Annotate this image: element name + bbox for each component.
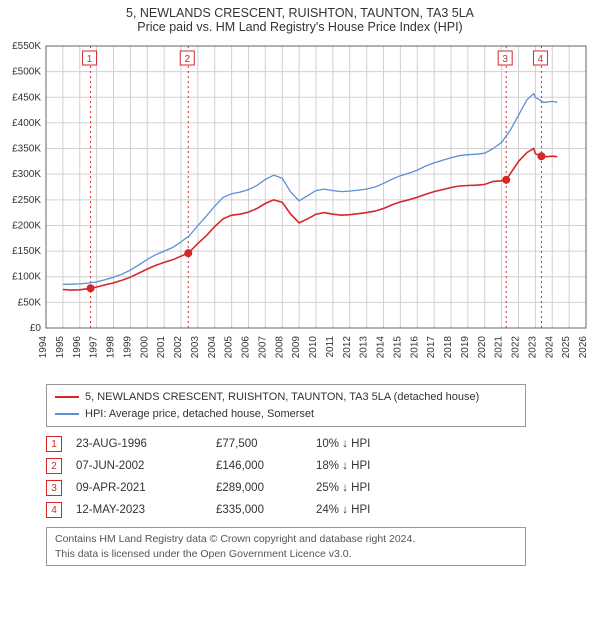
x-tick-label: 2015 <box>392 336 403 359</box>
chart-svg: £0 £50K £100K £150K £200K £250K £300K £350K £400… <box>0 38 600 378</box>
legend-row: HPI: Average price, detached house, Some… <box>55 406 517 423</box>
y-tick-label: £50K <box>18 297 42 308</box>
x-tick-label: 2016 <box>409 336 420 359</box>
event-price: £289,000 <box>216 482 316 494</box>
x-tick-label: 2011 <box>325 336 336 358</box>
event-price: £146,000 <box>216 460 316 472</box>
x-tick-label: 2021 <box>494 336 505 359</box>
x-tick-label: 2003 <box>190 336 201 359</box>
x-tick-label: 1999 <box>122 336 133 359</box>
x-tick-label: 2010 <box>308 336 319 359</box>
page-container: 5, NEWLANDS CRESCENT, RUISHTON, TAUNTON,… <box>0 0 600 566</box>
title-line-2: Price paid vs. HM Land Registry's House … <box>8 20 592 34</box>
x-tick-label: 2007 <box>257 336 268 359</box>
footer-box: Contains HM Land Registry data © Crown c… <box>46 527 526 566</box>
x-tick-label: 1998 <box>106 336 117 359</box>
x-tick-label: 2006 <box>241 336 252 359</box>
x-tick-label: 2022 <box>511 336 522 359</box>
y-tick-label: £450K <box>12 92 41 103</box>
legend-label: 5, NEWLANDS CRESCENT, RUISHTON, TAUNTON,… <box>85 389 479 406</box>
x-tick-label: 1996 <box>72 336 83 359</box>
x-tick-label: 1994 <box>38 336 49 359</box>
legend-box: 5, NEWLANDS CRESCENT, RUISHTON, TAUNTON,… <box>46 384 526 427</box>
x-tick-label: 2001 <box>156 336 167 359</box>
x-tick-label: 2008 <box>274 336 285 359</box>
event-number-badge: 3 <box>46 480 62 496</box>
y-tick-label: £150K <box>12 246 41 257</box>
x-tick-label: 2024 <box>544 336 555 359</box>
x-tick-label: 2009 <box>291 336 302 359</box>
x-tick-label: 1995 <box>55 336 66 359</box>
events-table: 1 23-AUG-1996£77,50010% ↓ HPI 2 07-JUN-2002… <box>46 433 526 521</box>
events-table-row: 4 12-MAY-2023£335,00024% ↓ HPI <box>46 499 526 521</box>
event-badge-number: 2 <box>184 54 190 65</box>
event-date: 12-MAY-2023 <box>76 504 216 516</box>
event-number-badge: 4 <box>46 502 62 518</box>
event-number-badge: 2 <box>46 458 62 474</box>
y-tick-label: £300K <box>12 169 41 180</box>
event-date: 09-APR-2021 <box>76 482 216 494</box>
chart-area: £0 £50K £100K £150K £200K £250K £300K £350K £400… <box>0 38 600 378</box>
event-diff: 24% ↓ HPI <box>316 504 416 516</box>
event-marker <box>185 250 192 257</box>
legend-swatch <box>55 413 79 415</box>
x-tick-label: 2023 <box>527 336 538 359</box>
y-tick-label: £350K <box>12 144 41 155</box>
footer-line-2: This data is licensed under the Open Gov… <box>55 547 517 562</box>
y-tick-label: £250K <box>12 195 41 206</box>
event-diff: 18% ↓ HPI <box>316 460 416 472</box>
x-tick-label: 2012 <box>342 336 353 359</box>
event-diff: 10% ↓ HPI <box>316 438 416 450</box>
event-price: £77,500 <box>216 438 316 450</box>
x-tick-label: 2017 <box>426 336 437 359</box>
x-tick-label: 2002 <box>173 336 184 359</box>
y-tick-label: £200K <box>12 220 41 231</box>
event-badge-number: 3 <box>502 54 508 65</box>
x-tick-label: 1997 <box>89 336 100 359</box>
legend-row: 5, NEWLANDS CRESCENT, RUISHTON, TAUNTON,… <box>55 389 517 406</box>
x-tick-label: 2025 <box>561 336 572 359</box>
y-tick-label: £550K <box>12 41 41 52</box>
event-marker <box>538 153 545 160</box>
x-tick-label: 2005 <box>224 336 235 359</box>
chart-title-block: 5, NEWLANDS CRESCENT, RUISHTON, TAUNTON,… <box>0 0 600 38</box>
event-badge-number: 4 <box>538 54 544 65</box>
x-tick-label: 2019 <box>460 336 471 359</box>
x-tick-label: 2020 <box>477 336 488 359</box>
x-tick-label: 2018 <box>443 336 454 359</box>
event-price: £335,000 <box>216 504 316 516</box>
y-tick-label: £400K <box>12 118 41 129</box>
event-marker <box>503 176 510 183</box>
x-tick-label: 2004 <box>207 336 218 359</box>
y-tick-label: £100K <box>12 272 41 283</box>
events-table-row: 3 09-APR-2021£289,00025% ↓ HPI <box>46 477 526 499</box>
event-date: 23-AUG-1996 <box>76 438 216 450</box>
x-tick-label: 2014 <box>376 336 387 359</box>
events-table-row: 2 07-JUN-2002£146,00018% ↓ HPI <box>46 455 526 477</box>
event-marker <box>87 285 94 292</box>
event-date: 07-JUN-2002 <box>76 460 216 472</box>
events-table-row: 1 23-AUG-1996£77,50010% ↓ HPI <box>46 433 526 455</box>
x-tick-label: 2000 <box>139 336 150 359</box>
title-line-1: 5, NEWLANDS CRESCENT, RUISHTON, TAUNTON,… <box>8 6 592 20</box>
event-number-badge: 1 <box>46 436 62 452</box>
x-tick-label: 2026 <box>578 336 589 359</box>
legend-swatch <box>55 396 79 398</box>
legend-label: HPI: Average price, detached house, Some… <box>85 406 314 423</box>
y-tick-label: £500K <box>12 67 41 78</box>
y-tick-label: £0 <box>30 323 42 334</box>
event-diff: 25% ↓ HPI <box>316 482 416 494</box>
event-badge-number: 1 <box>87 54 93 65</box>
x-tick-label: 2013 <box>359 336 370 359</box>
footer-line-1: Contains HM Land Registry data © Crown c… <box>55 532 517 547</box>
